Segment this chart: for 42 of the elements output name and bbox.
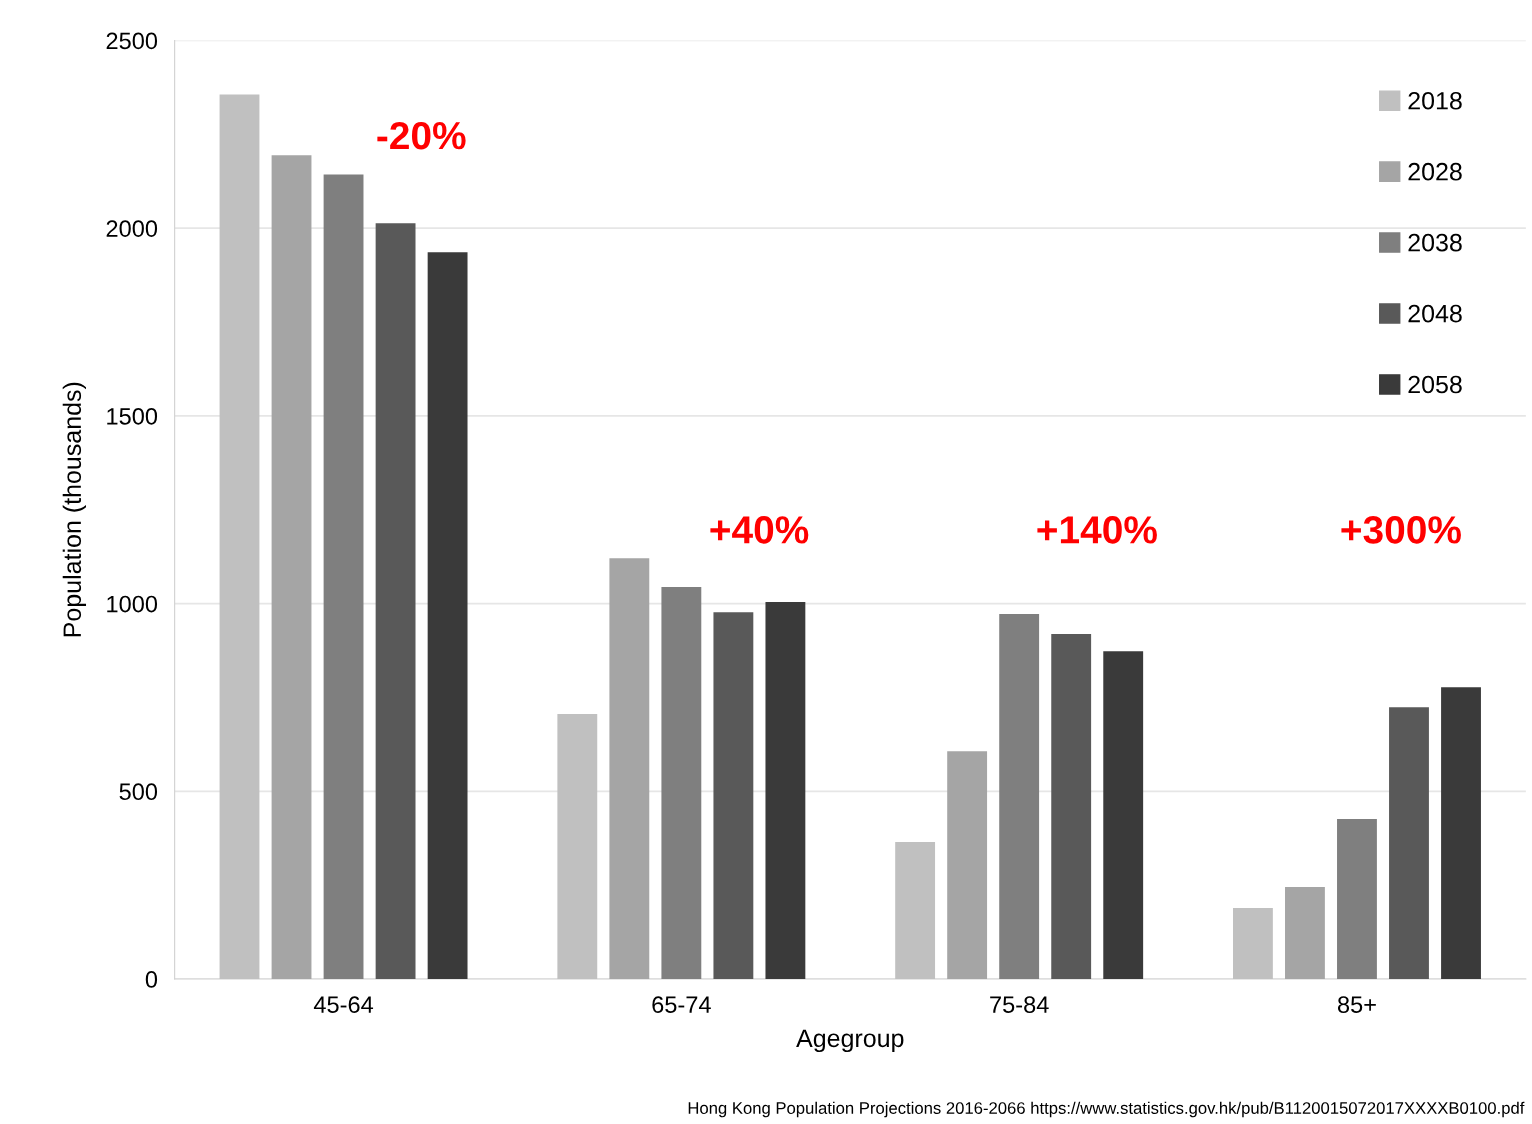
y-tick-label: 2000 bbox=[106, 220, 158, 237]
bar bbox=[375, 223, 416, 979]
bar bbox=[219, 94, 260, 979]
y-tick-label: 1000 bbox=[107, 595, 158, 613]
bar bbox=[271, 155, 312, 979]
bar bbox=[323, 174, 364, 979]
y-tick-label: 2500 bbox=[106, 32, 158, 50]
y-tick-label: 1500 bbox=[107, 407, 158, 425]
legend-label: 2018 bbox=[1408, 91, 1462, 110]
legend-label: 2038 bbox=[1408, 233, 1462, 252]
bar bbox=[999, 614, 1040, 979]
annotation: +140% bbox=[1037, 516, 1157, 544]
y-tick-label: 0 bbox=[145, 971, 158, 988]
x-tick-label: 45-64 bbox=[313, 996, 374, 1014]
bar bbox=[1337, 819, 1377, 979]
x-tick-label: 75-84 bbox=[990, 996, 1049, 1014]
bar bbox=[713, 612, 754, 979]
bar bbox=[1232, 908, 1273, 979]
bar bbox=[1285, 887, 1325, 979]
bar bbox=[661, 587, 702, 979]
x-axis-title: Agegroup bbox=[796, 1029, 904, 1053]
bar bbox=[765, 602, 806, 979]
bar bbox=[557, 713, 598, 979]
legend-label: 2048 bbox=[1408, 304, 1462, 323]
legend-label: 2028 bbox=[1408, 162, 1462, 181]
annotation: -20% bbox=[377, 121, 466, 150]
annotation: +300% bbox=[1341, 516, 1461, 544]
x-tick-label: 85+ bbox=[1337, 996, 1376, 1014]
x-tick-label: 65-74 bbox=[652, 996, 711, 1014]
legend-label: 2058 bbox=[1408, 375, 1462, 394]
text: Hong Kong Population Projections 2016-2066 https://www.statistics.gov.hk/pub/B1120015072017XXXXB0100.pdf bbox=[688, 1101, 1525, 1118]
y-tick-label: 500 bbox=[119, 783, 158, 801]
bar bbox=[947, 751, 988, 979]
bar bbox=[1103, 651, 1144, 979]
bar bbox=[1441, 687, 1481, 979]
bar bbox=[1389, 707, 1429, 979]
annotation: +40% bbox=[710, 516, 809, 544]
bar bbox=[1051, 634, 1092, 979]
bar bbox=[427, 252, 468, 979]
bar bbox=[895, 841, 936, 979]
y-axis-title: Population (thousands) bbox=[62, 382, 87, 637]
bar bbox=[609, 558, 650, 979]
